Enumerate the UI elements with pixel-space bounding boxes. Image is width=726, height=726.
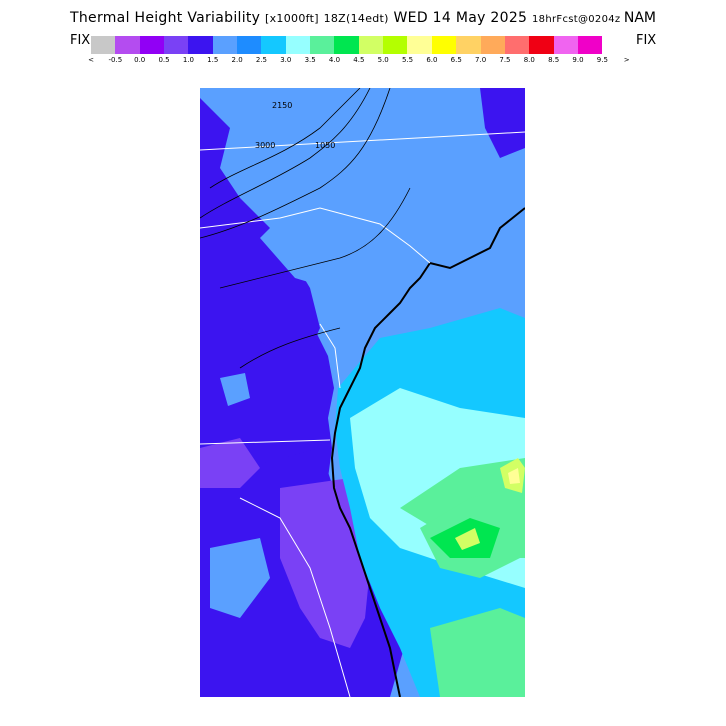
legend-swatch bbox=[407, 36, 432, 54]
legend-tick-label: 1.5 bbox=[207, 56, 219, 64]
legend-tick-label: 6.0 bbox=[426, 56, 438, 64]
legend-fix-left: FIX bbox=[70, 33, 91, 48]
region-green-south bbox=[430, 608, 525, 697]
state-border-4 bbox=[200, 439, 331, 445]
region-blue-patch bbox=[210, 538, 270, 618]
legend-tick-label: 2.5 bbox=[255, 56, 268, 64]
legend-tick-label: 5.0 bbox=[377, 56, 389, 64]
title-forecast: 18hrFcst@0204z bbox=[532, 14, 621, 25]
legend-swatch bbox=[237, 36, 262, 54]
state-border-5 bbox=[239, 497, 351, 697]
legend-swatch bbox=[261, 36, 286, 54]
legend-tick-label: 9.5 bbox=[596, 56, 608, 64]
region-violet-core bbox=[280, 478, 370, 648]
state-border-1 bbox=[200, 131, 525, 151]
legend-tick-label: 5.5 bbox=[401, 56, 414, 64]
coastline bbox=[330, 207, 525, 697]
legend-tick-label: 1.0 bbox=[182, 56, 194, 64]
legend-swatch bbox=[188, 36, 213, 54]
legend-tick-label: 8.5 bbox=[548, 56, 560, 64]
legend-start-arrow: < bbox=[88, 56, 94, 64]
legend-swatch bbox=[91, 36, 116, 54]
contour-label-1: 2150 bbox=[272, 101, 292, 110]
contour-line-4 bbox=[219, 187, 411, 289]
contour-label-2: 3000 bbox=[255, 141, 275, 150]
legend-swatch bbox=[480, 36, 505, 54]
legend-tick-label: 4.5 bbox=[353, 56, 365, 64]
legend-swatch bbox=[115, 36, 140, 54]
legend-swatch bbox=[358, 36, 384, 54]
region-blue-patch-2 bbox=[220, 373, 250, 406]
region-low-north bbox=[200, 98, 320, 350]
contour-line-5 bbox=[239, 327, 341, 369]
region-yellowgreen bbox=[455, 528, 480, 550]
legend-swatch bbox=[553, 36, 578, 54]
legend-swatch bbox=[334, 36, 359, 54]
legend-fix-right: FIX bbox=[636, 33, 657, 48]
color-legend: FIX FIX < -0.5 0.0 0.5 1.0 1.5 2.0 2.5 3.0 3.5 4.0… bbox=[0, 32, 726, 64]
contour-label-3: 1050 bbox=[315, 141, 335, 150]
legend-tick-label: 0.0 bbox=[134, 56, 146, 64]
legend-swatch bbox=[212, 36, 238, 54]
map-title: Thermal Height Variability [x1000ft] 18Z… bbox=[70, 10, 620, 26]
legend-tick-label: 0.5 bbox=[158, 56, 170, 64]
region-low-northeast bbox=[480, 88, 525, 158]
region-violet-west bbox=[200, 438, 260, 488]
legend-swatch bbox=[310, 36, 335, 54]
region-mid-patch bbox=[260, 218, 330, 284]
legend-swatch bbox=[577, 36, 603, 54]
legend-swatch bbox=[431, 36, 457, 54]
legend-tick-labels: < -0.5 0.0 0.5 1.0 1.5 2.0 2.5 3.0 3.5 4.0 4.5 5.0 5.… bbox=[88, 56, 644, 66]
legend-swatch bbox=[456, 36, 481, 54]
legend-tick-label: -0.5 bbox=[108, 56, 123, 64]
legend-swatch bbox=[164, 36, 189, 54]
legend-tick-label: 2.0 bbox=[231, 56, 243, 64]
legend-tick-label: 9.0 bbox=[572, 56, 584, 64]
legend-swatch bbox=[285, 36, 311, 54]
legend-tick-label: 7.0 bbox=[475, 56, 487, 64]
legend-tick-label: 8.0 bbox=[523, 56, 535, 64]
state-border-2 bbox=[200, 207, 431, 264]
legend-tick-label: 6.5 bbox=[450, 56, 462, 64]
thermal-map: 2150 3000 1050 bbox=[200, 88, 525, 697]
title-text: Thermal Height Variability bbox=[70, 10, 261, 26]
contour-line-1 bbox=[209, 88, 361, 189]
map-panel: 2150 3000 1050 bbox=[200, 88, 525, 697]
legend-end-arrow: > bbox=[623, 56, 630, 64]
legend-swatch bbox=[139, 36, 165, 54]
model-name: NAM bbox=[623, 10, 656, 26]
title-date: WED 14 May 2025 bbox=[393, 10, 528, 26]
legend-swatch bbox=[529, 36, 554, 54]
title-bar: Thermal Height Variability [x1000ft] 18Z… bbox=[0, 8, 726, 30]
contour-line-3 bbox=[200, 88, 391, 239]
legend-swatch bbox=[383, 36, 408, 54]
legend-tick-label: 3.0 bbox=[280, 56, 292, 64]
legend-tick-label: 4.0 bbox=[328, 56, 341, 64]
legend-tick-label: 7.5 bbox=[499, 56, 511, 64]
legend-swatch bbox=[504, 36, 530, 54]
legend-tick-label: 3.5 bbox=[304, 56, 316, 64]
legend-swatches bbox=[91, 36, 603, 54]
title-unit: [x1000ft] bbox=[265, 12, 319, 25]
contour-line-2 bbox=[200, 88, 371, 219]
region-pale-yellow bbox=[508, 468, 520, 484]
title-run-time: 18Z(14edt) bbox=[323, 12, 389, 25]
